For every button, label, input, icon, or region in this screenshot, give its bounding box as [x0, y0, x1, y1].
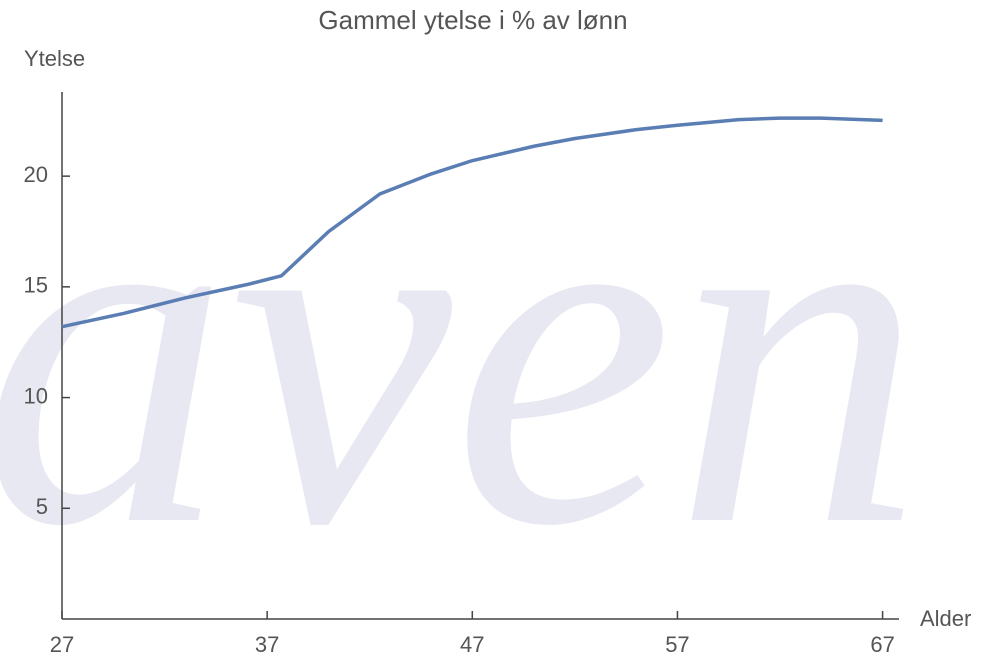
x-tick-label: 67	[870, 632, 894, 657]
x-tick-label: 57	[665, 632, 689, 657]
y-tick-label: 15	[24, 273, 48, 298]
x-tick-label: 47	[460, 632, 484, 657]
x-axis-label: Alder	[920, 606, 971, 631]
x-tick-label: 27	[50, 632, 74, 657]
line-series	[61, 116, 883, 329]
y-tick-label: 10	[24, 383, 48, 408]
watermark: aven	[0, 75, 924, 629]
y-tick-label: 5	[36, 494, 48, 519]
y-tick-label: 20	[24, 162, 48, 187]
chart-title: Gammel ytelse i % av lønn	[318, 5, 627, 35]
x-tick-label: 37	[255, 632, 279, 657]
y-axis-label: Ytelse	[24, 46, 85, 71]
